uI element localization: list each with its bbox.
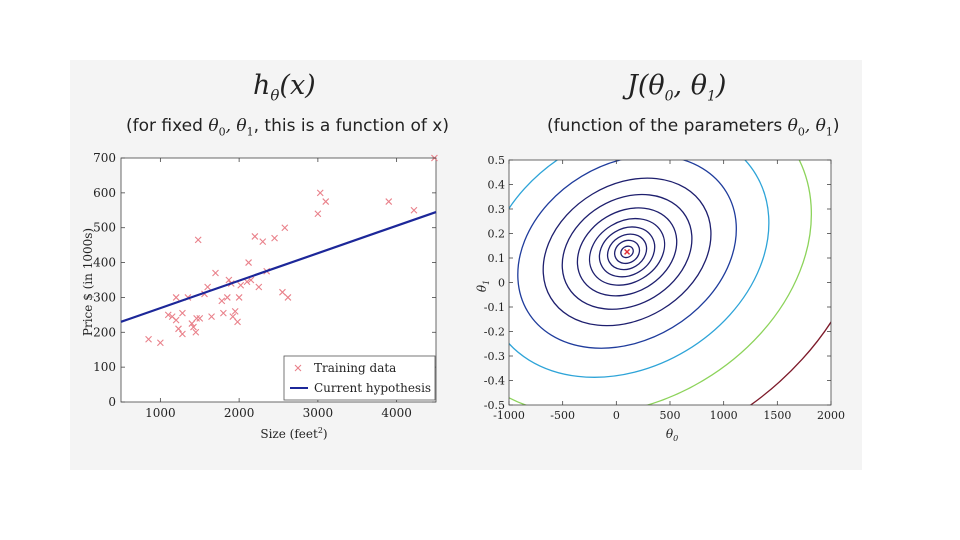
training-data-point (164, 311, 172, 319)
training-data-point (279, 288, 286, 296)
y-tick-label: 300 (93, 290, 116, 304)
x-tick-label: 500 (660, 409, 681, 422)
training-data-point (225, 276, 233, 284)
training-data-point (194, 236, 202, 244)
y-tick-label: -0.4 (484, 375, 505, 388)
y-tick-label: 700 (93, 151, 116, 165)
x-tick-label: 1000 (710, 409, 738, 422)
hypothesis-subtitle: (for fixed θ0, θ1, this is a function of… (126, 116, 449, 139)
y-tick-label: 0.1 (488, 252, 506, 265)
contour-line (542, 177, 712, 327)
contour-line (606, 233, 648, 271)
contour-line (517, 160, 737, 349)
x-tick-label: 1500 (763, 409, 791, 422)
y-tick-label: 0.2 (488, 228, 506, 241)
housing-price-scatter-chart: 0 100 200 300 400 500 600 700 1000 2000 3000 4000 T… (70, 140, 460, 445)
training-data-point (234, 318, 241, 326)
training-data-point (172, 316, 180, 324)
legend-label-hypothesis: Current hypothesis (314, 381, 431, 395)
y-tick-label: 200 (93, 325, 116, 339)
y-tick-label: 0.3 (488, 203, 506, 216)
scatter-legend: Training data Current hypothesis (283, 355, 436, 401)
training-data-point (190, 323, 197, 331)
training-data-point (385, 198, 393, 205)
training-data-point (212, 269, 219, 277)
legend-box (283, 355, 436, 401)
y-tick-label: -0.3 (484, 350, 505, 363)
contour-line (620, 245, 634, 259)
training-data-point (192, 328, 200, 336)
contour-xlabel: θ0 (666, 427, 678, 443)
x-tick-label: -1000 (493, 409, 525, 422)
legend-marker-training-data (294, 364, 302, 372)
x-tick-label: 2000 (224, 406, 255, 420)
training-data-point (179, 330, 186, 338)
y-tick-label: 0.4 (488, 179, 506, 192)
training-data-point (271, 234, 278, 242)
training-data-point (156, 339, 164, 347)
training-data-point (172, 294, 180, 301)
y-tick-label: 100 (93, 360, 116, 374)
y-tick-label: 0 (108, 395, 116, 409)
x-tick-label: 1000 (145, 406, 176, 420)
contour-line (509, 160, 770, 378)
hypothesis-line (120, 210, 437, 323)
scatter-xlabel: Size (feet2) (260, 426, 327, 441)
cost-function-contour-chart: 0.5 0.4 0.3 0.2 0.1 0 -0.1 -0.2 -0.3 -0.4 -0.5-100… (470, 140, 862, 445)
training-data-point (208, 313, 215, 320)
y-tick-label: -0.1 (484, 301, 505, 314)
cost-minimum-marker (624, 248, 631, 255)
training-data-point (223, 294, 231, 301)
training-data-point (175, 325, 182, 333)
training-data-point (219, 309, 227, 317)
y-tick-label: 500 (93, 221, 116, 235)
y-tick-label: -0.2 (484, 326, 505, 339)
training-data-point (145, 335, 152, 343)
x-tick-label: 0 (613, 409, 620, 422)
training-data-point (284, 294, 292, 301)
hypothesis-title: hθ(x) (253, 70, 316, 105)
y-tick-label: 400 (93, 256, 116, 270)
training-data-point (314, 210, 322, 218)
y-tick-label: -0.5 (484, 399, 505, 412)
contour-line (576, 207, 678, 297)
x-tick-label: 3000 (303, 406, 334, 420)
training-data-point (235, 294, 243, 301)
training-data-point (255, 283, 263, 291)
training-data-point (231, 307, 239, 315)
contour-plot-area (509, 160, 831, 405)
training-data-point (179, 309, 186, 317)
x-tick-label: -500 (550, 409, 575, 422)
training-data-point (410, 206, 418, 214)
training-data-point (196, 314, 204, 322)
training-data-point (259, 238, 267, 246)
contour-line (588, 217, 666, 286)
y-tick-label: 0 (498, 277, 505, 290)
training-data-point (204, 283, 212, 291)
cost-function-subtitle: (function of the parameters θ0, θ1) (547, 116, 840, 139)
training-data-point (218, 297, 226, 305)
training-data-point (251, 233, 259, 240)
contour-line (561, 193, 693, 310)
contour-line (614, 239, 641, 265)
training-data-point (322, 198, 330, 205)
y-tick-label: 0.5 (488, 154, 506, 167)
x-tick-label: 4000 (381, 406, 412, 420)
y-tick-label: 600 (93, 186, 116, 200)
legend-label-training-data: Training data (314, 361, 396, 375)
training-data-point (193, 314, 200, 322)
x-tick-label: 2000 (817, 409, 845, 422)
scatter-ylabel: Price $ (in 1000s) (81, 228, 95, 336)
training-data-point (237, 281, 245, 289)
contour-ylabel: θ1 (475, 280, 491, 292)
contour-line (509, 160, 813, 405)
training-data-point (245, 259, 252, 266)
cost-function-title: J(θ0, θ1) (627, 70, 727, 105)
training-data-point (316, 189, 324, 197)
training-data-point (281, 224, 289, 232)
contour-line (598, 226, 656, 278)
